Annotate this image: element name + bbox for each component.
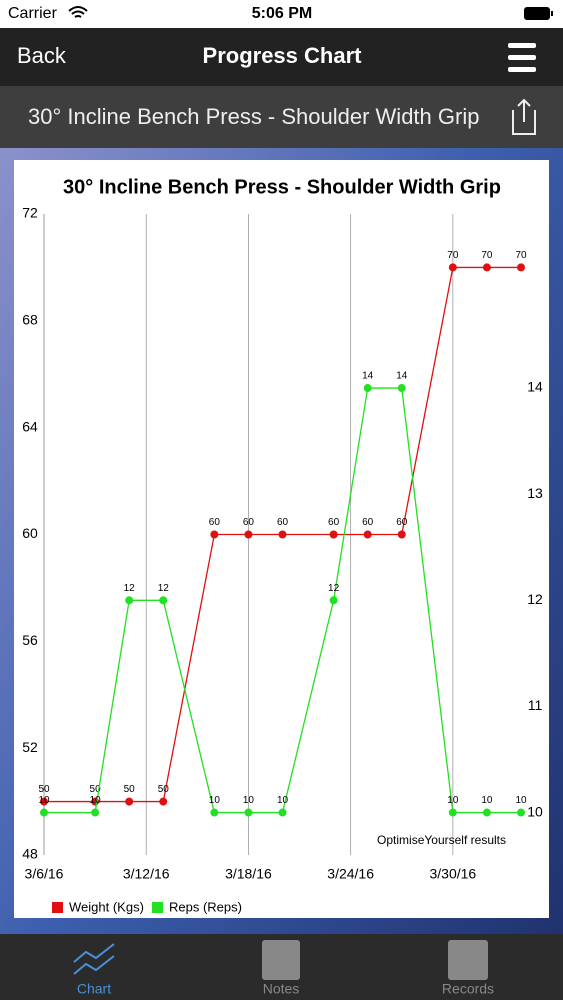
data-label: 60: [277, 517, 289, 528]
point: [278, 808, 287, 817]
x-tick-label: 3/24/16: [327, 866, 374, 882]
y-tick-label: 60: [22, 525, 38, 541]
point: [482, 808, 491, 817]
legend-swatch: [52, 902, 63, 913]
chart-title: 30° Incline Bench Press - Shoulder Width…: [63, 176, 501, 198]
data-label: 70: [481, 250, 493, 261]
x-tick-label: 3/30/16: [429, 866, 476, 882]
point: [363, 384, 372, 393]
share-button[interactable]: [512, 98, 536, 135]
point: [329, 596, 338, 605]
point: [125, 596, 134, 605]
annotation: OptimiseYourself results: [377, 833, 506, 847]
point: [482, 263, 491, 272]
point: [244, 808, 253, 817]
tab-label[interactable]: Records: [442, 981, 494, 997]
point: [448, 808, 457, 817]
records-tab-icon: [448, 940, 488, 980]
data-label: 50: [90, 784, 102, 795]
legend-label: Weight (Kgs): [69, 899, 144, 914]
y2-tick-label: 14: [527, 379, 543, 395]
chart-tab-icon: [73, 943, 115, 975]
menu-button[interactable]: [508, 43, 536, 72]
y-tick-label: 72: [22, 205, 38, 221]
data-label: 10: [481, 795, 493, 806]
data-label: 10: [447, 795, 459, 806]
data-label: 60: [209, 517, 221, 528]
data-label: 60: [243, 517, 255, 528]
time: 5:06 PM: [252, 5, 312, 22]
data-label: 10: [38, 795, 50, 806]
data-label: 10: [90, 795, 102, 806]
data-label: 10: [515, 795, 527, 806]
legend-label: Reps (Reps): [169, 899, 242, 914]
data-label: 14: [362, 371, 374, 382]
data-label: 12: [158, 583, 170, 594]
x-tick-label: 3/18/16: [225, 866, 272, 882]
y-tick-label: 52: [22, 739, 38, 755]
point: [210, 530, 219, 539]
point: [159, 596, 168, 605]
point: [517, 808, 525, 817]
nav-bar: [0, 28, 563, 86]
carrier: Carrier: [8, 5, 58, 22]
data-label: 12: [124, 583, 136, 594]
chart-card: [14, 160, 549, 918]
data-label: 10: [277, 795, 289, 806]
data-label: 70: [447, 250, 459, 261]
data-label: 10: [243, 795, 255, 806]
battery-tip: [551, 11, 553, 16]
point: [40, 808, 48, 817]
data-label: 60: [328, 517, 340, 528]
data-label: 50: [158, 784, 170, 795]
tab-label[interactable]: Notes: [263, 981, 300, 997]
point: [278, 530, 287, 539]
data-label: 12: [328, 583, 340, 594]
point: [329, 530, 338, 539]
notes-tab-icon: [262, 940, 300, 980]
point: [125, 797, 134, 806]
y-tick-label: 56: [22, 632, 38, 648]
x-tick-label: 3/6/16: [25, 866, 64, 882]
point: [210, 808, 219, 817]
y2-tick-label: 12: [527, 591, 543, 607]
point: [40, 797, 48, 806]
y2-tick-label: 11: [528, 697, 543, 713]
y-tick-label: 64: [22, 418, 38, 434]
data-label: 50: [124, 784, 136, 795]
y2-tick-label: 10: [527, 803, 543, 819]
point: [397, 530, 406, 539]
nav-title: Progress Chart: [203, 43, 363, 68]
y-tick-label: 68: [22, 312, 38, 328]
y2-tick-label: 13: [527, 485, 543, 501]
point: [159, 797, 168, 806]
data-label: 70: [515, 250, 527, 261]
back-button[interactable]: Back: [17, 43, 67, 68]
legend-swatch: [152, 902, 163, 913]
wifi-icon: [68, 6, 88, 18]
data-label: 60: [396, 517, 408, 528]
point: [363, 530, 372, 539]
data-label: 10: [209, 795, 221, 806]
status-bar: [0, 0, 563, 28]
point: [397, 384, 406, 393]
x-tick-label: 3/12/16: [123, 866, 170, 882]
y-tick-label: 48: [22, 846, 38, 862]
point: [517, 263, 525, 272]
subheader: [0, 86, 563, 148]
data-label: 14: [396, 371, 408, 382]
point: [244, 530, 253, 539]
tab-label[interactable]: Chart: [77, 981, 111, 997]
battery-icon: [524, 7, 550, 20]
point: [91, 808, 100, 817]
data-label: 60: [362, 517, 374, 528]
data-label: 50: [38, 784, 50, 795]
point: [448, 263, 457, 272]
subheader-title: 30° Incline Bench Press - Shoulder Width…: [28, 104, 479, 129]
